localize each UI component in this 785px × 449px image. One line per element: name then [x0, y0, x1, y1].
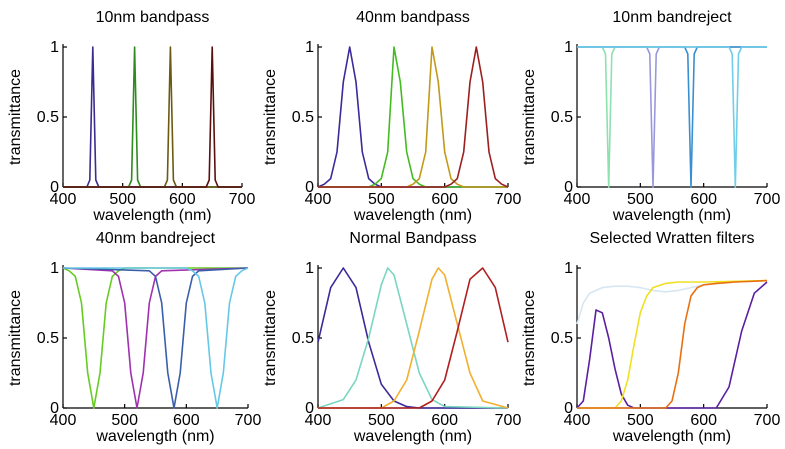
x-tick-label: 500 [368, 191, 395, 208]
series-line-3 [62, 267, 249, 409]
x-tick-label: 500 [627, 191, 654, 208]
y-tick-label: 0 [564, 400, 573, 417]
y-axis-label: transmittance [521, 290, 538, 386]
y-tick-label: 1 [564, 260, 573, 277]
y-tick-label: 0 [305, 400, 314, 417]
y-tick-label: 1 [305, 39, 314, 56]
x-tick-label: 700 [495, 412, 522, 429]
chart-title: 40nm bandpass [356, 9, 470, 26]
y-tick-label: 0 [50, 400, 59, 417]
x-tick-label: 700 [495, 191, 522, 208]
chart-panel-2: 40nm bandpass 400 500 600 700 0 0.5 1 wavelength… [262, 9, 521, 224]
chart-panel-6: Selected Wratten filters 400 500 600 700 0 0.5… [521, 230, 780, 445]
series-line-4 [63, 46, 242, 188]
y-tick-label: 0 [564, 179, 573, 196]
y-tick-label: 0.5 [292, 109, 314, 126]
y-axis-label: transmittance [262, 290, 279, 386]
chart-title: 10nm bandreject [612, 9, 732, 26]
y-tick-label: 1 [50, 260, 59, 277]
y-tick-label: 0.5 [551, 330, 573, 347]
chart-title: 40nm bandreject [96, 230, 216, 247]
y-tick-label: 1 [305, 260, 314, 277]
series-line-1 [317, 46, 508, 188]
x-tick-label: 700 [754, 191, 781, 208]
chart-panel-3: 10nm bandreject 400 500 600 700 0 0.5 1 waveleng… [521, 9, 780, 224]
x-tick-label: 600 [169, 191, 196, 208]
x-tick-label: 400 [305, 191, 332, 208]
y-tick-label: 0.5 [37, 109, 59, 126]
x-tick-label: 700 [754, 412, 781, 429]
x-tick-label: 400 [564, 412, 591, 429]
series-line-2 [576, 281, 768, 409]
chart-panel-4: 40nm bandreject 400 500 600 700 0 0.5 1 waveleng… [7, 230, 261, 445]
x-tick-label: 500 [627, 412, 654, 429]
series-line-4 [318, 267, 509, 409]
series-line-1 [576, 279, 768, 325]
chart-panel-1: 10nm bandpass 400 500 600 700 0 0.5 1 wavelength… [7, 9, 255, 224]
chart-panel-5: Normal Bandpass 400 500 600 700 0 0.5 1 waveleng… [262, 230, 521, 445]
chart-title: 10nm bandpass [96, 9, 210, 26]
y-axis-label: transmittance [7, 69, 24, 165]
x-tick-label: 600 [431, 191, 458, 208]
y-axis-label: transmittance [262, 69, 279, 165]
x-axis-label: wavelength (nm) [612, 428, 731, 445]
series-line-4 [318, 46, 509, 188]
series-line-4 [577, 46, 767, 188]
x-tick-label: 400 [564, 191, 591, 208]
series-line-2 [62, 267, 249, 409]
y-tick-label: 1 [564, 39, 573, 56]
y-tick-label: 0 [305, 179, 314, 196]
x-tick-label: 500 [368, 412, 395, 429]
x-axis-label: wavelength (nm) [612, 207, 731, 224]
series-line-1 [317, 267, 508, 409]
x-tick-label: 500 [109, 191, 136, 208]
y-tick-label: 0.5 [292, 330, 314, 347]
x-axis-label: wavelength (nm) [353, 207, 472, 224]
series-line-4 [577, 279, 768, 409]
x-tick-label: 400 [50, 412, 77, 429]
x-tick-label: 600 [690, 412, 717, 429]
series-line-3 [318, 267, 509, 409]
y-axis-label: transmittance [7, 290, 24, 386]
chart-title: Normal Bandpass [349, 230, 476, 247]
series-line-3 [318, 46, 508, 188]
x-axis-label: wavelength (nm) [92, 207, 211, 224]
series-line-3 [577, 279, 768, 409]
y-tick-label: 0.5 [551, 109, 573, 126]
y-axis-label: transmittance [521, 69, 538, 165]
x-tick-label: 600 [173, 412, 200, 429]
x-tick-label: 600 [690, 191, 717, 208]
x-tick-label: 400 [305, 412, 332, 429]
y-tick-label: 1 [50, 39, 59, 56]
x-tick-label: 600 [431, 412, 458, 429]
x-tick-label: 700 [235, 412, 262, 429]
y-tick-label: 0.5 [37, 330, 59, 347]
chart-title: Selected Wratten filters [589, 230, 754, 247]
x-axis-label: wavelength (nm) [95, 428, 214, 445]
series-line-2 [317, 267, 509, 409]
x-tick-label: 500 [111, 412, 138, 429]
x-tick-label: 700 [229, 191, 256, 208]
x-tick-label: 400 [50, 191, 77, 208]
y-tick-label: 0 [50, 179, 59, 196]
series-line-2 [318, 46, 508, 188]
x-axis-label: wavelength (nm) [353, 428, 472, 445]
series-line-4 [63, 267, 249, 409]
